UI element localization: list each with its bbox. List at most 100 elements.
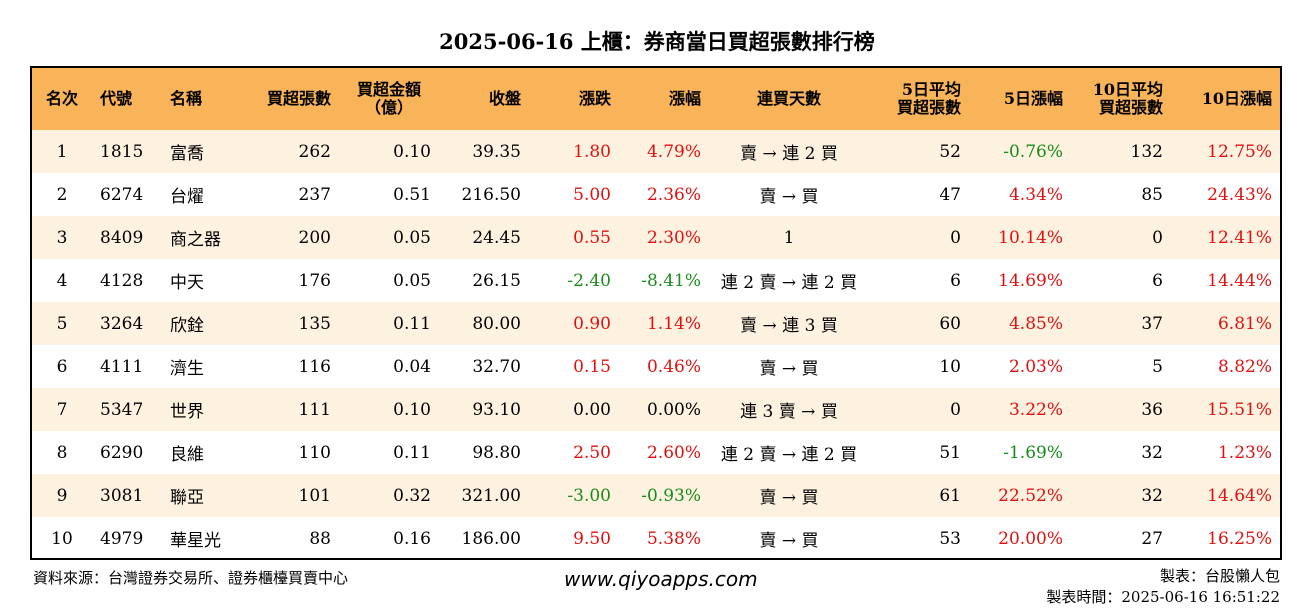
generated-time: 製表時間：2025-06-16 16:51:22 <box>1046 588 1280 606</box>
ranking-table: 名次 代號 名稱 買超張數 買超金額 （億） 收盤 漲跌 漲幅 連買天數 5日平均 買超張數 5日漲幅 1… <box>32 68 1280 558</box>
pct5-cell: 4.34% <box>1008 184 1063 205</box>
close-cell: 186.00 <box>461 528 521 549</box>
rank-cell: 1 <box>56 141 68 162</box>
code-cell: 3081 <box>100 485 144 506</box>
pct10-cell: 12.75% <box>1207 141 1272 162</box>
avg10-cell: 5 <box>1152 356 1163 377</box>
close-cell: 39.35 <box>472 141 521 162</box>
rank-cell: 9 <box>56 485 68 506</box>
amount-cell: 0.05 <box>393 270 431 291</box>
pct5-cell: -0.76% <box>1003 141 1063 162</box>
table-row[interactable]: 3 8409 商之器 200 0.05 24.45 0.55 2.30% 1 0 10.14% 0 12… <box>32 216 1280 259</box>
header-streak: 連買天數 <box>756 89 821 108</box>
shares-cell: 262 <box>298 141 331 162</box>
pct-cell: 2.60% <box>646 442 701 463</box>
avg10-cell: 132 <box>1130 141 1163 162</box>
shares-cell: 116 <box>298 356 331 377</box>
pct-cell: -8.41% <box>641 270 701 291</box>
close-cell: 321.00 <box>461 485 521 506</box>
avg5-cell: 0 <box>950 399 961 420</box>
streak-cell: 賣 → 買 <box>759 531 819 551</box>
rank-cell: 10 <box>51 528 73 549</box>
code-cell: 6274 <box>100 184 144 205</box>
pct10-cell: 14.44% <box>1207 270 1272 291</box>
amount-cell: 0.32 <box>393 485 431 506</box>
header-avg5: 5日平均 買超張數 <box>896 80 961 117</box>
change-cell: 0.90 <box>573 313 611 334</box>
pct-cell: 1.14% <box>646 313 701 334</box>
avg5-cell: 61 <box>939 485 961 506</box>
table-row[interactable]: 9 3081 聯亞 101 0.32 321.00 -3.00 -0.93% 賣 → 買 61 22… <box>32 474 1280 517</box>
pct10-cell: 12.41% <box>1207 227 1272 248</box>
avg5-cell: 52 <box>939 141 961 162</box>
close-cell: 24.45 <box>472 227 521 248</box>
table-row[interactable]: 7 5347 世界 111 0.10 93.10 0.00 0.00% 連 3 賣 → 買 0 3.… <box>32 388 1280 431</box>
name-cell: 華星光 <box>170 531 221 551</box>
pct-cell: 0.46% <box>646 356 701 377</box>
close-cell: 26.15 <box>472 270 521 291</box>
pct5-cell: 2.03% <box>1008 356 1063 377</box>
header-amount: 買超金額 （億） <box>356 80 421 117</box>
change-cell: -3.00 <box>567 485 611 506</box>
name-cell: 濟生 <box>170 359 204 379</box>
data-source: 資料來源：台灣證券交易所、證券櫃檯買賣中心 <box>33 569 349 587</box>
amount-cell: 0.16 <box>393 528 431 549</box>
code-cell: 6290 <box>100 442 144 463</box>
code-cell: 3264 <box>100 313 144 334</box>
avg5-cell: 10 <box>939 356 961 377</box>
table-row[interactable]: 2 6274 台燿 237 0.51 216.50 5.00 2.36% 賣 → 買 47 4.34… <box>32 173 1280 216</box>
pct-cell: -0.93% <box>641 485 701 506</box>
table-row[interactable]: 1 1815 富喬 262 0.10 39.35 1.80 4.79% 賣 → 連 2 買 52 -… <box>32 130 1280 173</box>
table-body: 1 1815 富喬 262 0.10 39.35 1.80 4.79% 賣 → 連 2 買 52-… <box>32 130 1280 558</box>
amount-cell: 0.04 <box>393 356 431 377</box>
avg5-cell: 6 <box>950 270 961 291</box>
shares-cell: 110 <box>298 442 331 463</box>
code-cell: 4128 <box>100 270 144 291</box>
close-cell: 216.50 <box>461 184 521 205</box>
code-cell: 8409 <box>100 227 144 248</box>
name-cell: 良維 <box>170 445 204 465</box>
header-code: 代號 <box>100 89 133 108</box>
table-row[interactable]: 8 6290 良維 110 0.11 98.80 2.50 2.60% 連 2 賣 → 連 2 … <box>32 431 1280 474</box>
shares-cell: 88 <box>309 528 331 549</box>
table-row[interactable]: 6 4111 濟生 116 0.04 32.70 0.15 0.46% 賣 → 買 10 2.03%… <box>32 345 1280 388</box>
table-row[interactable]: 4 4128 中天 176 0.05 26.15 -2.40 -8.41% 連 2 賣 → 連 … <box>32 259 1280 302</box>
pct10-cell: 6.81% <box>1217 313 1272 334</box>
pct10-cell: 8.82% <box>1217 356 1272 377</box>
amount-cell: 0.11 <box>393 313 431 334</box>
website-link[interactable]: www.qiyoapps.com <box>564 567 758 591</box>
streak-cell: 連 2 賣 → 連 2 買 <box>720 273 858 293</box>
header-pct5: 5日漲幅 <box>1003 89 1063 108</box>
pct-cell: 2.30% <box>646 227 701 248</box>
avg10-cell: 32 <box>1141 442 1163 463</box>
table-row[interactable]: 10 4979 華星光 88 0.16 186.00 9.50 5.38% 賣 → 買 53 20.… <box>32 517 1280 558</box>
name-cell: 台燿 <box>170 187 204 207</box>
avg10-cell: 32 <box>1141 485 1163 506</box>
name-cell: 欣銓 <box>170 316 204 336</box>
pct-cell: 4.79% <box>646 141 701 162</box>
header-pct10: 10日漲幅 <box>1201 89 1272 108</box>
pct10-cell: 24.43% <box>1207 184 1272 205</box>
rank-cell: 2 <box>56 184 68 205</box>
shares-cell: 135 <box>298 313 331 334</box>
streak-cell: 連 2 賣 → 連 2 買 <box>720 445 858 465</box>
pct10-cell: 15.51% <box>1207 399 1272 420</box>
rank-cell: 6 <box>56 356 68 377</box>
avg10-cell: 36 <box>1141 399 1163 420</box>
code-cell: 4111 <box>100 356 144 377</box>
streak-cell: 賣 → 連 3 買 <box>740 316 838 336</box>
name-cell: 聯亞 <box>170 488 204 508</box>
change-cell: -2.40 <box>567 270 611 291</box>
table-row[interactable]: 5 3264 欣銓 135 0.11 80.00 0.90 1.14% 賣 → 連 3 買 60 4… <box>32 302 1280 345</box>
change-cell: 9.50 <box>573 528 611 549</box>
shares-cell: 101 <box>298 485 331 506</box>
avg10-cell: 27 <box>1141 528 1163 549</box>
maker-label: 製表：台股懶人包 <box>1159 567 1280 585</box>
name-cell: 商之器 <box>170 230 221 250</box>
pct5-cell: -1.69% <box>1003 442 1063 463</box>
pct5-cell: 14.69% <box>998 270 1063 291</box>
header-rank: 名次 <box>45 89 78 108</box>
rank-cell: 5 <box>56 313 68 334</box>
change-cell: 5.00 <box>573 184 611 205</box>
page-title: 2025-06-16 上櫃：券商當日買超張數排行榜 <box>439 29 875 54</box>
